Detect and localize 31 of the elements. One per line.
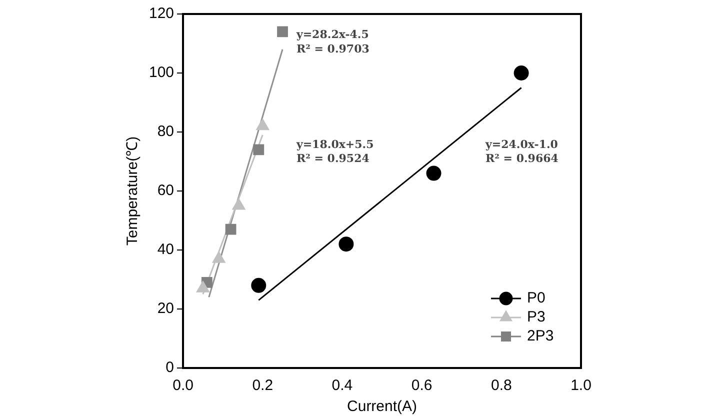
point — [225, 224, 236, 235]
y-tick-label: 120 — [148, 5, 174, 22]
x-tick-label: 1.0 — [570, 377, 592, 394]
annotation: R² = 0.9703 — [296, 42, 370, 56]
point — [514, 66, 529, 80]
y-tick-label: 40 — [157, 241, 174, 258]
annotation: y=28.2x-4.5 — [295, 28, 369, 42]
annotation: R² = 0.9664 — [485, 152, 559, 165]
y-axis-title: Temperature(℃) — [124, 136, 142, 246]
y-tick-label: 100 — [148, 64, 174, 82]
x-tick-label: 0.0 — [172, 377, 194, 394]
point — [253, 144, 264, 156]
x-tick-label: 0.2 — [252, 377, 274, 394]
point — [277, 26, 288, 38]
point — [426, 166, 442, 181]
legend-label: P3 — [527, 308, 546, 326]
point — [338, 236, 354, 252]
x-axis-title: Current(A) — [347, 398, 418, 416]
x-tick-label: 0.6 — [411, 377, 432, 394]
legend-label: 2P3 — [527, 328, 554, 345]
annotation: y=24.0x-1.0 — [484, 138, 558, 151]
point — [251, 278, 266, 293]
y-tick-label: 80 — [157, 123, 174, 140]
annotation: y=18.0x+5.5 — [295, 138, 374, 151]
x-tick-label: 0.8 — [490, 377, 512, 394]
y-tick-label: 60 — [157, 182, 174, 200]
legend-label: P0 — [527, 290, 546, 307]
y-tick-label: 20 — [157, 300, 174, 318]
annotation: R² = 0.9524 — [296, 152, 370, 165]
x-tick-label: 0.4 — [332, 377, 353, 394]
y-tick-label: 0 — [166, 359, 174, 376]
